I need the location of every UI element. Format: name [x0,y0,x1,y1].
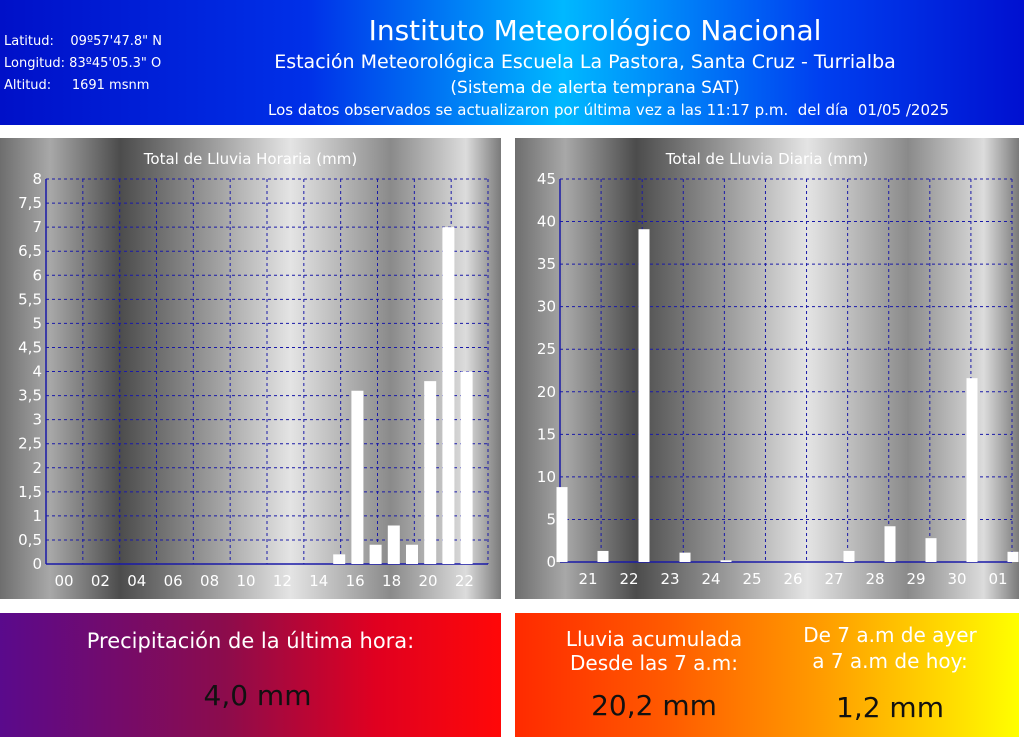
chart-title: Total de Lluvia Diaria (mm) [665,150,869,168]
bar [843,550,855,562]
y-tick-label: 4 [32,363,42,381]
y-tick-label: 6 [32,266,42,284]
x-tick-label: 21 [578,570,597,588]
bar [351,390,364,564]
bar [638,229,650,562]
accumulated-label-2: Desde las 7 a.m: [570,651,738,675]
x-tick-label: 10 [236,572,255,590]
y-tick-label: 15 [537,425,556,443]
y-tick-label: 10 [537,468,556,486]
x-tick-label: 16 [346,572,365,590]
y-tick-label: 6,5 [18,242,42,260]
last-hour-label: Precipitación de la última hora: [86,629,415,653]
y-tick-label: 5 [546,510,556,528]
altitude: Altitud: 1691 msnm [4,78,150,93]
x-tick-label: 26 [783,570,802,588]
x-tick-label: 00 [54,572,73,590]
last-hour-value: 4,0 mm [203,679,312,712]
y-tick-label: 2,5 [18,435,42,453]
x-tick-label: 14 [309,572,328,590]
bar [333,554,346,564]
y-tick-label: 7 [32,218,42,236]
y-tick-label: 3,5 [18,387,42,405]
accumulated-panel: Lluvia acumulada Desde las 7 a.m: 20,2 m… [515,613,1019,737]
x-tick-label: 28 [865,570,884,588]
x-tick-label: 30 [947,570,966,588]
bar [442,227,455,564]
bar [966,378,978,562]
last-update: Los datos observados se actualizaron por… [268,101,950,119]
y-tick-label: 2 [32,459,42,477]
bar [556,487,568,562]
accumulated-value: 20,2 mm [591,689,717,722]
bar [597,550,609,562]
daily-total-value: 1,2 mm [836,691,944,724]
bar [387,525,400,564]
x-tick-label: 06 [164,572,183,590]
y-tick-label: 7,5 [18,194,42,212]
daily-total-label-1: De 7 a.m de ayer [803,623,977,647]
y-tick-label: 40 [537,213,556,231]
system-name: (Sistema de alerta temprana SAT) [450,78,740,98]
hourly-chart-canvas: 0 0,5 1 1,5 2 2,5 3 3,5 4 4,5 5 5,5 6 6,5 7 7,5 8 00 02 04 0… [18,170,489,590]
page-title: Instituto Meteorológico Nacional [368,14,822,47]
x-tick-label: 29 [906,570,925,588]
station-name: Estación Meteorológica Escuela La Pastor… [274,51,896,73]
x-tick-label: 01 [988,570,1007,588]
y-tick-label: 5 [32,314,42,332]
y-tick-label: 25 [537,340,556,358]
y-tick-label: 30 [537,298,556,316]
last-hour-panel: Precipitación de la última hora: 4,0 mm [0,613,501,737]
longitude: Longitud: 83º45'05.3" O [4,56,162,71]
y-tick-label: 3 [32,411,42,429]
x-tick-label: 04 [127,572,146,590]
y-tick-label: 8 [32,170,42,188]
daily-chart-canvas: 0 5 10 15 20 25 30 35 40 45 21 22 23 24 25 26 27 28 29 30 01 [537,170,1019,588]
bar [720,560,732,562]
y-tick-label: 4,5 [18,338,42,356]
x-tick-label: 20 [418,572,437,590]
accumulated-label-1: Lluvia acumulada [565,627,743,651]
bar [1007,551,1019,562]
y-tick-label: 5,5 [18,290,42,308]
bar [406,544,418,564]
latitude: Latitud: 09º57'47.8" N [4,34,162,49]
x-tick-label: 22 [619,570,638,588]
y-tick-label: 45 [537,170,556,188]
x-tick-label: 02 [91,572,110,590]
bar [925,538,937,562]
x-tick-label: 23 [660,570,679,588]
x-tick-label: 24 [701,570,720,588]
y-tick-label: 1,5 [18,483,42,501]
bar [369,544,382,564]
x-tick-label: 27 [824,570,843,588]
x-tick-label: 08 [200,572,219,590]
y-tick-label: 0 [546,553,556,571]
header: Latitud: 09º57'47.8" N Longitud: 83º45'0… [0,0,1024,125]
bar [884,526,896,562]
y-tick-label: 0,5 [18,531,42,549]
x-tick-label: 18 [382,572,401,590]
x-tick-label: 25 [742,570,761,588]
daily-total-label-2: a 7 a.m de hoy: [812,649,968,673]
y-tick-label: 1 [32,507,42,525]
y-tick-label: 0 [32,555,42,573]
daily-rain-chart: Total de Lluvia Diaria (mm) 0 5 10 15 20 25 30… [515,138,1019,599]
hourly-rain-chart: Total de Lluvia Horaria (mm) 0 0,5 1 1,5 2 2,… [0,138,501,599]
chart-title: Total de Lluvia Horaria (mm) [143,150,358,168]
x-tick-label: 12 [273,572,292,590]
x-tick-label: 22 [455,572,474,590]
bar [679,552,691,562]
bar [460,371,473,564]
bar [424,381,437,564]
y-tick-label: 20 [537,383,556,401]
y-tick-label: 35 [537,255,556,273]
